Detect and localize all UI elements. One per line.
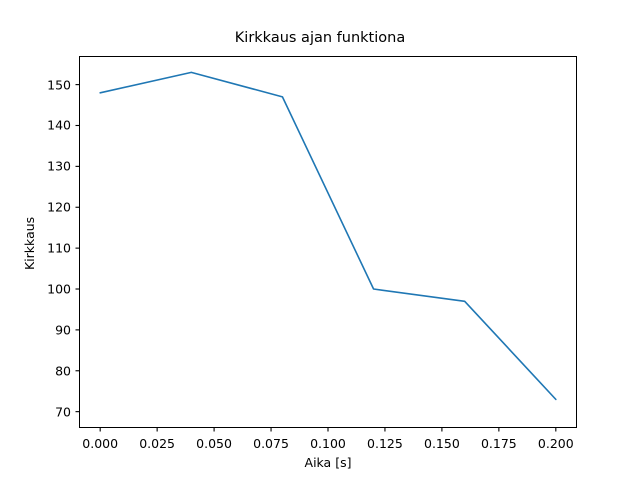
x-tick-label: 0.100: [310, 436, 346, 451]
plot-axes-frame: [79, 56, 577, 428]
x-tick-label: 0.000: [82, 436, 119, 451]
x-tick-label: 0.075: [253, 436, 289, 451]
x-tick-label: 0.200: [537, 436, 574, 451]
y-axis-label: Kirkkaus: [22, 216, 37, 270]
data-series-group: [99, 71, 557, 401]
y-tick-label: 90: [55, 322, 71, 338]
tick-marks-group: [75, 84, 557, 432]
y-tick-label: 100: [47, 281, 71, 297]
y-tick-label: 130: [47, 158, 71, 174]
x-tick-label: 0.175: [480, 436, 517, 451]
y-tick-label: 80: [55, 363, 71, 379]
x-tick-label: 0.150: [424, 436, 460, 451]
y-tick-label: 110: [47, 240, 71, 256]
y-tick-label: 70: [55, 404, 71, 420]
data-line-series-0: [99, 71, 557, 401]
y-tick-label: 150: [47, 77, 71, 93]
x-tick-label: 0.125: [367, 436, 403, 451]
y-tick-label: 140: [47, 117, 71, 133]
page-title: Kirkkaus ajan funktiona: [234, 30, 406, 46]
x-tick-label: 0.050: [196, 436, 232, 451]
x-tick-label: 0.025: [139, 436, 176, 451]
x-axis-label: Aika [s]: [304, 455, 352, 470]
y-tick-label: 120: [47, 199, 71, 215]
